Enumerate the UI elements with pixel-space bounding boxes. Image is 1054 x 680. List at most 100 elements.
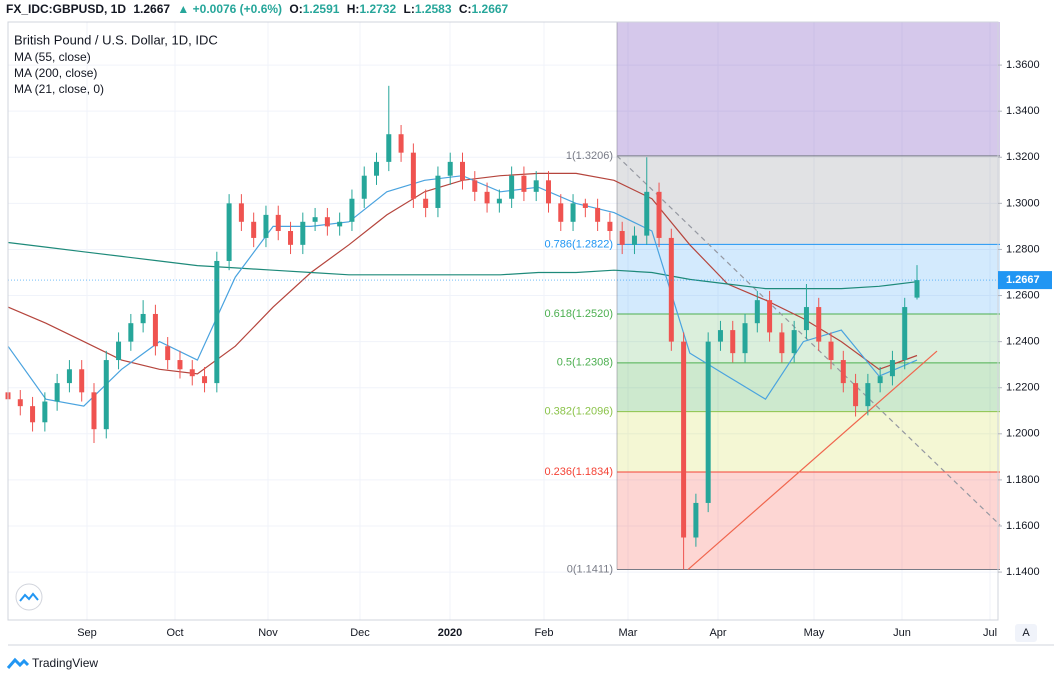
y-tick-label: 1.3400 <box>1006 105 1040 117</box>
candle-body <box>374 161 380 176</box>
candle-body <box>202 376 208 384</box>
candle-body <box>177 360 183 370</box>
candle-body <box>128 323 134 342</box>
candle-body <box>238 203 244 222</box>
candle-body <box>300 221 306 245</box>
candle-body <box>460 161 465 181</box>
fib-zone <box>617 362 1000 412</box>
fib-top-zone <box>617 22 1000 156</box>
candle-body <box>275 214 281 232</box>
candle-body <box>42 401 48 423</box>
candle-body <box>558 203 564 222</box>
logo-button[interactable] <box>15 583 43 611</box>
x-tick-label: Mar <box>619 627 638 639</box>
candle-body <box>607 221 613 232</box>
y-tick-label: 1.1400 <box>1006 566 1040 578</box>
candle-body <box>324 217 330 227</box>
candle-body <box>865 383 871 407</box>
candle-body <box>730 330 736 354</box>
candle-body <box>54 383 60 402</box>
high-key: H: <box>347 2 360 16</box>
candle-body <box>902 307 908 361</box>
candle-body <box>791 330 797 354</box>
candle-body <box>656 191 662 238</box>
open-key: O: <box>289 2 302 16</box>
ma-line <box>7 241 918 290</box>
fib-label: 0.618(1.2520) <box>545 308 614 320</box>
fib-zone <box>617 244 1000 314</box>
legend-ma: MA (21, close, 0) <box>14 82 104 96</box>
fib-label: 0.236(1.1834) <box>545 466 614 478</box>
candle-body <box>582 203 588 208</box>
candle-body <box>189 369 195 377</box>
fib-zone <box>617 155 1000 245</box>
x-tick-label: Apr <box>709 627 726 639</box>
legend-title: British Pound / U.S. Dollar, 1D, IDC <box>14 32 218 47</box>
plot-area: 1(1.3206) 0.786(1.2822) 0.618(1.2520) 0.5(1… <box>5 22 1001 620</box>
candle-body <box>116 341 122 361</box>
candle-body <box>496 198 502 204</box>
candle-body <box>435 175 441 208</box>
candle-body <box>914 280 920 298</box>
candle-body <box>251 221 257 238</box>
candle-body <box>779 332 785 354</box>
candle-body <box>91 392 97 430</box>
x-tick-label: 2020 <box>438 627 462 639</box>
candle-body <box>410 152 416 199</box>
candle-body <box>644 191 650 236</box>
candle-body <box>509 175 515 199</box>
header: FX_IDC:GBPUSD, 1D 1.2667 ▲ +0.0076 (+0.6… <box>6 2 509 16</box>
candle-body <box>337 221 343 227</box>
fib-label: 0(1.1411) <box>567 563 613 575</box>
plot-border <box>7 21 999 621</box>
candle-body <box>619 231 625 245</box>
candle-body <box>816 307 822 342</box>
y-tick-label: 1.1600 <box>1006 520 1040 532</box>
auto-scale-button[interactable] <box>1015 624 1037 642</box>
candle-body <box>877 376 883 384</box>
y-tick-label: 1.2600 <box>1006 289 1040 301</box>
candle-body <box>767 300 773 333</box>
fib-label: 0.382(1.2096) <box>545 406 614 418</box>
x-tick-label: Sep <box>77 627 97 639</box>
candle-body <box>361 175 367 199</box>
y-tick-label: 1.1800 <box>1006 474 1040 486</box>
candle-body <box>140 313 146 324</box>
last-price-label: 1.2667 <box>1006 274 1040 286</box>
candle-body <box>840 360 846 384</box>
legend-ma: MA (55, close) <box>14 50 91 64</box>
candle-body <box>472 180 478 192</box>
legend-ma: MA (200, close) <box>14 66 97 80</box>
logo-icon <box>19 592 39 602</box>
low-value: 1.2583 <box>415 2 452 16</box>
x-tick-label: Jul <box>983 627 997 639</box>
candle-body <box>533 180 539 192</box>
candle-body <box>693 502 699 538</box>
x-tick-label: Dec <box>350 627 370 639</box>
brand: TradingView <box>32 656 98 670</box>
last: 1.2667 <box>133 2 170 16</box>
candle-body <box>668 237 674 342</box>
candle-body <box>214 260 220 384</box>
candle-body <box>17 399 23 407</box>
candle-body <box>742 323 748 354</box>
candle-body <box>152 313 158 347</box>
candle-body <box>754 300 760 324</box>
candle-body <box>570 203 576 222</box>
candle-body <box>484 191 490 204</box>
candle-body <box>312 217 318 222</box>
candle-body <box>447 161 453 176</box>
y-tick-label: 1.2800 <box>1006 243 1040 255</box>
candle-body <box>717 330 723 342</box>
candle-body <box>853 383 859 407</box>
brand-icon <box>6 657 30 669</box>
x-tick-label: Feb <box>535 627 554 639</box>
candle-body <box>386 134 392 162</box>
candle-body <box>828 341 834 361</box>
high-value: 1.2732 <box>359 2 396 16</box>
candle-body <box>705 341 711 503</box>
open-value: 1.2591 <box>303 2 340 16</box>
candle-body <box>423 198 429 208</box>
y-tick-label: 1.3600 <box>1006 59 1040 71</box>
